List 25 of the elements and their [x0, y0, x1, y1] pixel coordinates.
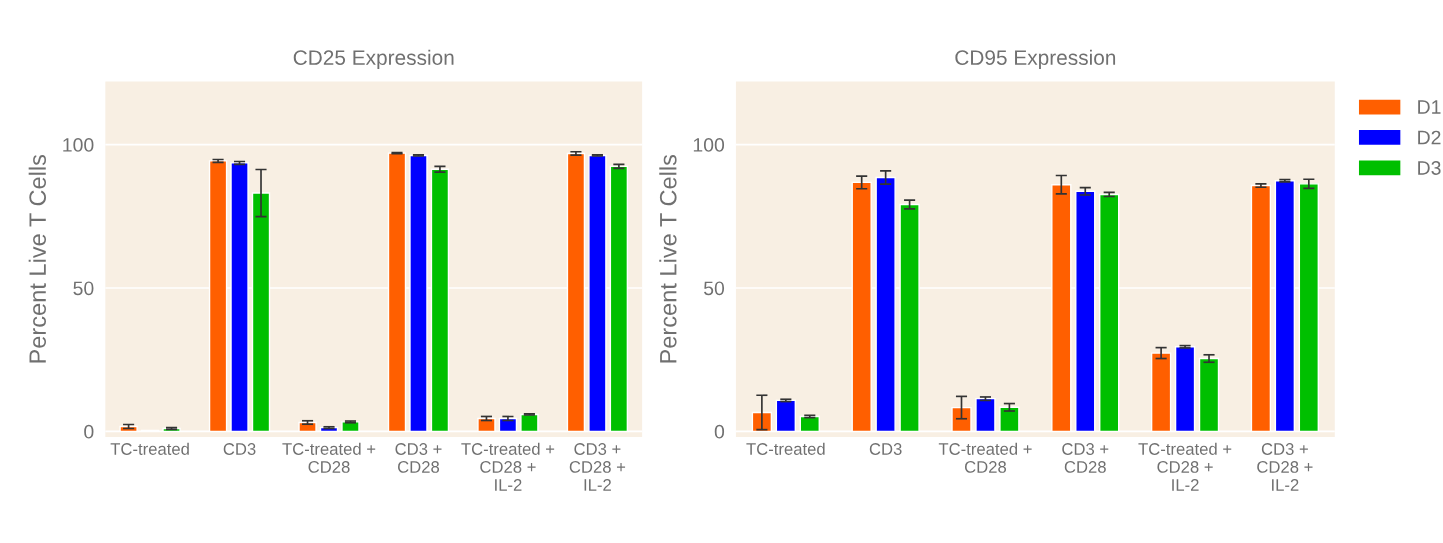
chart-title: CD95 Expression — [955, 49, 1116, 70]
y-tick-label: 100 — [693, 138, 725, 152]
x-tick-label: CD3 — [869, 443, 902, 455]
legend-label: D3 — [1418, 161, 1441, 175]
x-tick-label: TC-treated + CD28 + IL-2 — [461, 442, 555, 491]
x-tick-label: TC-treated — [110, 442, 189, 455]
legend-label: D2 — [1418, 130, 1441, 145]
chart-title: CD25 Expression — [293, 49, 454, 70]
x-tick-label: CD3 — [223, 443, 256, 455]
y-tick-label: 100 — [63, 138, 94, 152]
y-axis-title: Percent Live T Cells — [28, 154, 47, 363]
x-tick-label: TC-treated + CD28 — [938, 442, 1032, 473]
legend-label: D1 — [1418, 100, 1441, 114]
y-tick-label: 50 — [703, 281, 725, 296]
x-tick-label: CD3 + CD28 + IL-2 — [569, 443, 626, 491]
x-tick-label: CD3 + CD28 + IL-2 — [1257, 443, 1313, 491]
x-tick-label: TC-treated + CD28 — [282, 442, 376, 473]
x-tick-label: TC-treated — [746, 442, 825, 455]
x-tick-label: CD3 + CD28 — [395, 443, 442, 473]
x-tick-label: TC-treated + CD28 + IL-2 — [1138, 442, 1232, 491]
y-axis-title: Percent Live T Cells — [659, 154, 677, 363]
x-tick-label: CD3 + CD28 — [1062, 443, 1109, 473]
y-tick-label: 0 — [714, 424, 725, 439]
y-tick-label: 0 — [84, 424, 94, 439]
y-tick-label: 50 — [73, 281, 94, 296]
